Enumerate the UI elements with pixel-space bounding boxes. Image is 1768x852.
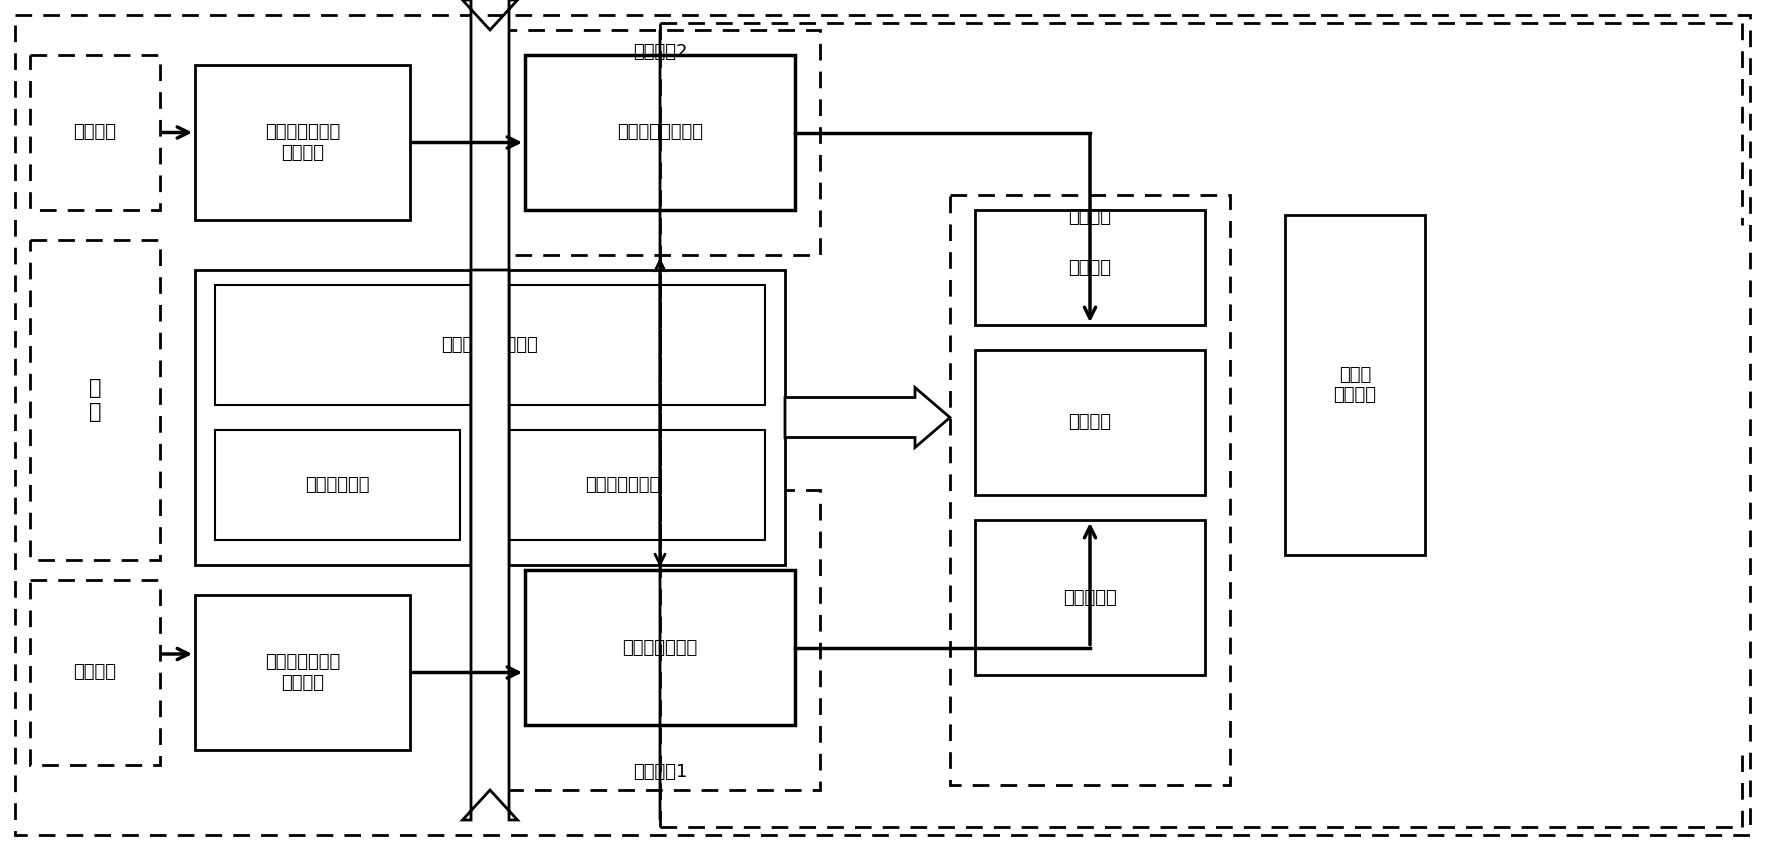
Text: 电子负载: 电子负载 xyxy=(1068,413,1112,431)
Bar xyxy=(500,30,820,255)
Text: 三相电压及频率
可控电源: 三相电压及频率 可控电源 xyxy=(265,123,339,162)
Bar xyxy=(479,430,766,540)
Text: 温湿度箱1: 温湿度箱1 xyxy=(633,763,688,781)
Bar xyxy=(194,65,410,220)
Text: 工控机及其软件系统: 工控机及其软件系统 xyxy=(442,336,539,354)
Text: 保护控制模块: 保护控制模块 xyxy=(306,476,370,494)
Text: 单相交流: 单相交流 xyxy=(74,664,117,682)
Bar xyxy=(194,270,785,565)
Bar xyxy=(216,285,766,405)
Text: 市
电: 市 电 xyxy=(88,378,101,422)
Bar xyxy=(949,195,1231,785)
Text: 负载单元: 负载单元 xyxy=(1068,208,1112,226)
Text: 温湿度箱2: 温湿度箱2 xyxy=(633,43,688,61)
Polygon shape xyxy=(463,270,518,820)
Text: 高精度测量单元: 高精度测量单元 xyxy=(585,476,659,494)
Bar xyxy=(974,350,1206,495)
Bar xyxy=(525,55,796,210)
Bar xyxy=(194,595,410,750)
Polygon shape xyxy=(785,388,949,447)
Bar xyxy=(974,520,1206,675)
Bar xyxy=(30,55,159,210)
Bar xyxy=(1285,215,1425,555)
Bar xyxy=(525,570,796,725)
Text: 电阻负载: 电阻负载 xyxy=(1068,258,1112,277)
Bar xyxy=(30,240,159,560)
Bar xyxy=(500,490,820,790)
Bar xyxy=(30,580,159,765)
Text: 温湿度
调节设备: 温湿度 调节设备 xyxy=(1333,366,1377,405)
Text: 单相电压及频率
可控电源: 单相电压及频率 可控电源 xyxy=(265,653,339,692)
Text: 动力电池组: 动力电池组 xyxy=(1063,589,1117,607)
Bar xyxy=(216,430,460,540)
Text: 三相交流: 三相交流 xyxy=(74,124,117,141)
Text: 待测非车载充电机: 待测非车载充电机 xyxy=(617,124,704,141)
Text: 待测车载充电机: 待测车载充电机 xyxy=(622,638,698,657)
Polygon shape xyxy=(463,0,518,565)
Bar xyxy=(974,210,1206,325)
